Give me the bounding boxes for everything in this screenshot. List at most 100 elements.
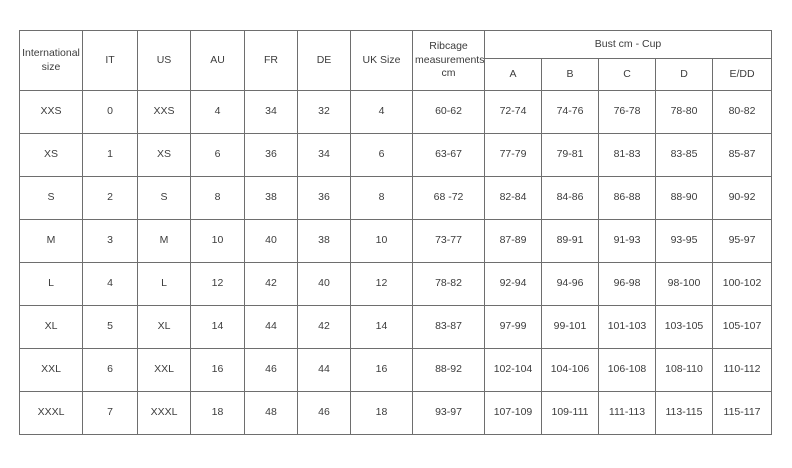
cell-de: 34	[297, 133, 351, 177]
cell-cup-a: 97-99	[484, 305, 542, 349]
cell-de: 36	[297, 176, 351, 220]
cell-it: 5	[82, 305, 138, 349]
cell-ribcage: 60-62	[412, 90, 485, 134]
cell-cup-c: 81-83	[598, 133, 656, 177]
cell-de: 46	[297, 391, 351, 435]
cell-international-size: M	[19, 219, 83, 263]
cell-au: 18	[190, 391, 245, 435]
table-row: XXL 6 XXL 16 46 44 16 88-92 102-104 104-…	[19, 348, 773, 392]
cell-cup-d: 98-100	[655, 262, 713, 306]
cell-cup-d: 88-90	[655, 176, 713, 220]
cell-au: 4	[190, 90, 245, 134]
col-header-international-size: International size	[19, 30, 83, 91]
cell-ribcage: 78-82	[412, 262, 485, 306]
cell-uk-size: 4	[350, 90, 413, 134]
cell-cup-c: 106-108	[598, 348, 656, 392]
col-header-bust-cup-group: Bust cm - Cup	[483, 30, 773, 59]
col-header-us: US	[137, 30, 191, 91]
col-header-au: AU	[190, 30, 245, 91]
cell-ribcage: 83-87	[412, 305, 485, 349]
cell-cup-b: 79-81	[541, 133, 599, 177]
cell-us: L	[137, 262, 191, 306]
cell-it: 2	[82, 176, 138, 220]
cell-cup-c: 101-103	[598, 305, 656, 349]
cell-de: 42	[297, 305, 351, 349]
col-header-cup-a: A	[484, 58, 542, 91]
cell-au: 14	[190, 305, 245, 349]
cell-it: 0	[82, 90, 138, 134]
cell-fr: 38	[244, 176, 298, 220]
cell-au: 8	[190, 176, 245, 220]
size-chart-table: International size IT US AU FR DE UK Siz…	[19, 30, 773, 435]
cell-international-size: XXS	[19, 90, 83, 134]
col-header-cup-e-dd: E/DD	[711, 58, 773, 91]
cell-de: 40	[297, 262, 351, 306]
cell-ribcage: 68 -72	[412, 176, 485, 220]
cell-cup-a: 77-79	[484, 133, 542, 177]
cell-uk-size: 6	[350, 133, 413, 177]
cell-ribcage: 73-77	[412, 219, 485, 263]
cell-cup-e-dd: 115-117	[711, 391, 773, 435]
cell-cup-b: 89-91	[541, 219, 599, 263]
col-header-cup-b: B	[541, 58, 599, 91]
cell-de: 44	[297, 348, 351, 392]
cell-fr: 48	[244, 391, 298, 435]
cell-us: XXXL	[137, 391, 191, 435]
cell-uk-size: 14	[350, 305, 413, 349]
cell-de: 38	[297, 219, 351, 263]
cell-cup-b: 99-101	[541, 305, 599, 349]
cell-cup-c: 86-88	[598, 176, 656, 220]
cell-it: 6	[82, 348, 138, 392]
cell-cup-a: 72-74	[484, 90, 542, 134]
cell-cup-b: 84-86	[541, 176, 599, 220]
cell-au: 12	[190, 262, 245, 306]
cell-au: 6	[190, 133, 245, 177]
cell-uk-size: 12	[350, 262, 413, 306]
cell-international-size: XS	[19, 133, 83, 177]
cell-cup-e-dd: 100-102	[711, 262, 773, 306]
size-chart-container: International size IT US AU FR DE UK Siz…	[19, 30, 773, 435]
cell-cup-d: 103-105	[655, 305, 713, 349]
table-row: S 2 S 8 38 36 8 68 -72 82-84 84-86 86-88…	[19, 176, 773, 220]
cell-us: XXS	[137, 90, 191, 134]
cell-fr: 40	[244, 219, 298, 263]
table-row: M 3 M 10 40 38 10 73-77 87-89 89-91 91-9…	[19, 219, 773, 263]
col-header-de: DE	[297, 30, 351, 91]
cell-cup-c: 76-78	[598, 90, 656, 134]
cell-it: 3	[82, 219, 138, 263]
cell-fr: 46	[244, 348, 298, 392]
header-row-cups: A B C D E/DD	[20, 58, 773, 91]
cell-international-size: XXL	[19, 348, 83, 392]
cell-it: 7	[82, 391, 138, 435]
cell-cup-e-dd: 80-82	[711, 90, 773, 134]
cell-au: 10	[190, 219, 245, 263]
col-header-it: IT	[82, 30, 138, 91]
table-row: XXS 0 XXS 4 34 32 4 60-62 72-74 74-76 76…	[19, 90, 773, 134]
cell-cup-c: 111-113	[598, 391, 656, 435]
col-header-uk-size: UK Size	[350, 30, 413, 91]
cell-cup-a: 107-109	[484, 391, 542, 435]
cell-cup-d: 93-95	[655, 219, 713, 263]
cell-us: XS	[137, 133, 191, 177]
cell-fr: 34	[244, 90, 298, 134]
table-row: L 4 L 12 42 40 12 78-82 92-94 94-96 96-9…	[19, 262, 773, 306]
col-header-ribcage: Ribcage measurements cm	[412, 30, 485, 91]
cell-cup-a: 92-94	[484, 262, 542, 306]
cell-cup-e-dd: 90-92	[711, 176, 773, 220]
header-row-group: International size IT US AU FR DE UK Siz…	[19, 30, 773, 91]
col-header-cup-c: C	[598, 58, 656, 91]
cell-cup-e-dd: 85-87	[711, 133, 773, 177]
cell-cup-c: 96-98	[598, 262, 656, 306]
cell-cup-a: 102-104	[484, 348, 542, 392]
cell-cup-b: 104-106	[541, 348, 599, 392]
cell-cup-c: 91-93	[598, 219, 656, 263]
table-row: XL 5 XL 14 44 42 14 83-87 97-99 99-101 1…	[19, 305, 773, 349]
cell-cup-b: 109-111	[541, 391, 599, 435]
cell-cup-d: 113-115	[655, 391, 713, 435]
col-header-fr: FR	[244, 30, 298, 91]
cell-us: XXL	[137, 348, 191, 392]
table-row: XS 1 XS 6 36 34 6 63-67 77-79 79-81 81-8…	[19, 133, 773, 177]
cell-cup-e-dd: 105-107	[711, 305, 773, 349]
cell-cup-b: 94-96	[541, 262, 599, 306]
